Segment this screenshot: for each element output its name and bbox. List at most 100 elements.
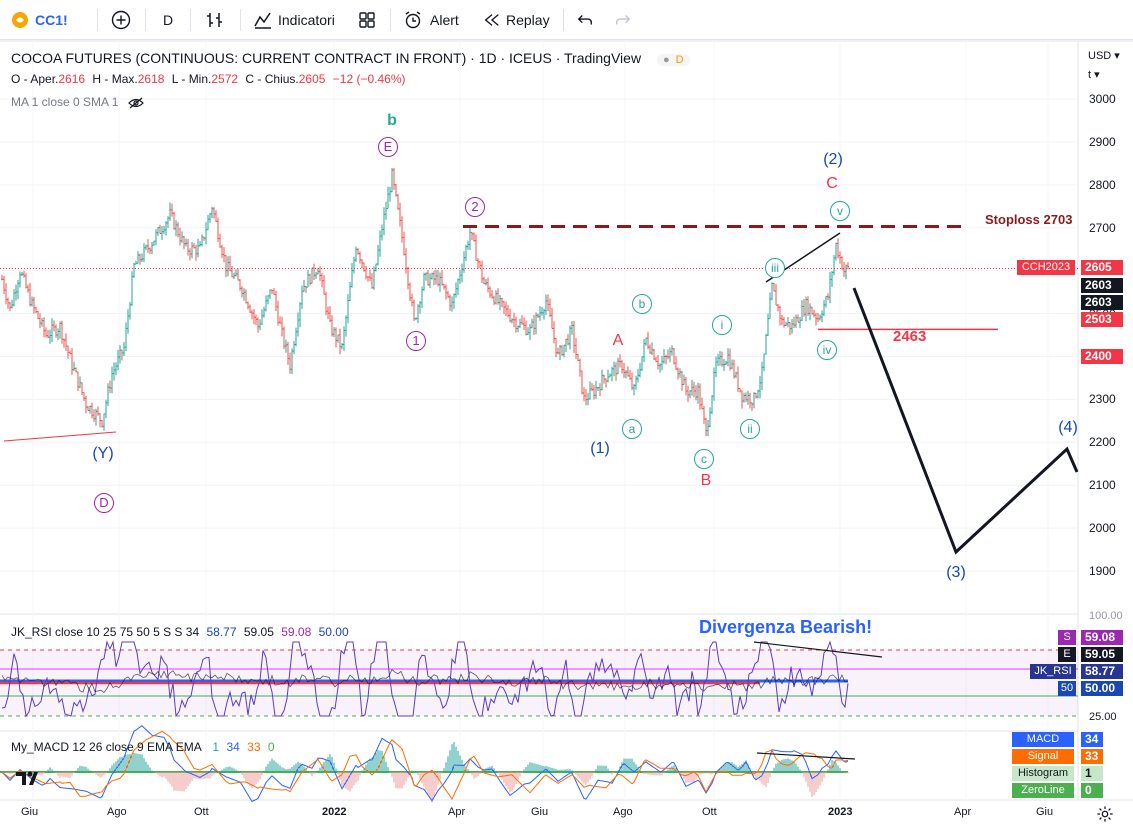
high-label: H - Max. xyxy=(92,72,138,86)
indicator-panes xyxy=(0,640,1078,803)
rsi-tag-key: JK_RSI xyxy=(1030,664,1076,679)
ma-label: MA 1 close 0 SMA 1 xyxy=(11,95,119,109)
price-tick: 2300 xyxy=(1089,392,1116,407)
unit-selector[interactable]: t ▾ xyxy=(1088,69,1100,81)
macd-tag-value: 33 xyxy=(1081,749,1103,764)
rsi-scale-low: 25.00 xyxy=(1089,711,1117,723)
add-icon xyxy=(111,10,131,30)
low-value: 2572 xyxy=(211,72,239,86)
macd-value: 34 xyxy=(226,740,240,754)
indicators-label: Indicatori xyxy=(278,12,335,28)
wave-label: iv xyxy=(817,340,837,360)
price-tick: 2200 xyxy=(1089,435,1116,450)
top-toolbar: CC1! D Indicatori Alert Replay xyxy=(0,0,1133,40)
replay-label: Replay xyxy=(506,12,550,28)
divergence-annotation: Divergenza Bearish! xyxy=(699,617,873,637)
wave-label: C xyxy=(826,175,838,192)
time-tick[interactable]: Ago xyxy=(613,806,633,818)
macd-hist-value: 1 xyxy=(212,740,220,754)
wave-label: (3) xyxy=(946,564,966,581)
projection-path xyxy=(852,287,1079,555)
rsi-tag-value: 59.08 xyxy=(1081,630,1123,645)
macd-tag-value: 34 xyxy=(1081,732,1103,747)
price-tick: 2700 xyxy=(1089,220,1116,235)
time-tick[interactable]: Giu xyxy=(21,806,39,818)
time-tick[interactable]: Giu xyxy=(531,806,549,818)
time-tick[interactable]: Apr xyxy=(448,806,466,818)
wave-label: A xyxy=(612,332,624,349)
bar-chart-icon xyxy=(207,13,222,27)
rsi-label: JK_RSI close 10 25 75 50 5 S S 34 xyxy=(11,625,200,639)
open-label: O - Aper. xyxy=(11,72,59,86)
symbol-tag: CCH2023 xyxy=(1017,260,1075,275)
symbol-search-icon xyxy=(12,12,28,28)
divider xyxy=(563,9,564,31)
wave-label: B xyxy=(700,472,712,489)
stoploss-label: Stoploss 2703 xyxy=(985,212,1073,227)
undo-button[interactable] xyxy=(576,8,594,32)
wave-label: b xyxy=(632,294,652,314)
layouts-button[interactable] xyxy=(357,8,377,32)
close-value: 2605 xyxy=(298,72,326,86)
replay-button[interactable]: Replay xyxy=(483,8,550,32)
wave-label: i xyxy=(712,315,732,335)
compare-button[interactable] xyxy=(111,8,131,32)
wave-label: (1) xyxy=(590,440,610,457)
time-tick[interactable]: 2023 xyxy=(828,806,853,818)
redo-button[interactable] xyxy=(614,8,632,32)
redo-icon xyxy=(616,15,631,25)
time-tick[interactable]: Apr xyxy=(954,806,972,818)
rsi-legend: JK_RSI close 10 25 75 50 5 S S 34 58.77 … xyxy=(11,625,349,639)
wave-label: 2 xyxy=(465,197,485,217)
close-label: C - Chius. xyxy=(245,72,299,86)
divider xyxy=(97,9,98,31)
grid-icon xyxy=(359,12,375,28)
currency-label: USD xyxy=(1088,50,1112,62)
rsi-scale-top: 100.00 xyxy=(1089,610,1123,622)
divider xyxy=(190,9,191,31)
wave-label: ii xyxy=(740,419,760,439)
rsi-value-4: 50.00 xyxy=(318,625,349,639)
wave-label: D xyxy=(94,493,114,513)
rsi-tag-value: 58.77 xyxy=(1081,664,1123,679)
chart-type-button[interactable] xyxy=(205,8,225,32)
price-tick: 3000 xyxy=(1089,92,1116,106)
ma-legend[interactable]: MA 1 close 0 SMA 1 xyxy=(11,95,144,109)
wave-label: b xyxy=(387,112,397,129)
divider xyxy=(145,9,146,31)
ohlc-legend: O - Aper.2616 H - Max.2618 L - Min.2572 … xyxy=(11,72,406,86)
price-tick: 2800 xyxy=(1089,177,1116,192)
change-value: −12 (−0.46%) xyxy=(332,72,406,86)
open-value: 2616 xyxy=(58,72,86,86)
price-tag: 2603 xyxy=(1081,278,1123,293)
delay-badge: D xyxy=(675,54,684,66)
time-tick[interactable]: Ott xyxy=(702,806,717,818)
settings-icon[interactable] xyxy=(1096,805,1114,828)
rsi-tag-value: 59.05 xyxy=(1081,647,1123,662)
macd-tag-key: ZeroLine xyxy=(1012,783,1074,798)
alert-button[interactable]: Alert xyxy=(403,8,459,32)
symbol-button[interactable]: CC1! xyxy=(10,8,68,32)
indicators-button[interactable]: Indicatori xyxy=(253,8,335,32)
rsi-value-3: 59.08 xyxy=(281,625,312,639)
currency-selector[interactable]: USD ▾ xyxy=(1088,50,1120,62)
wave-label: iii xyxy=(765,258,785,278)
unit-label: t xyxy=(1088,69,1092,81)
macd-legend: My_MACD 12 26 close 9 EMA EMA 1 34 33 0 xyxy=(11,740,275,754)
time-tick[interactable]: 2022 xyxy=(322,806,347,818)
undo-icon xyxy=(577,15,592,25)
price-tick: 2900 xyxy=(1089,134,1116,149)
interval-button[interactable]: D xyxy=(163,8,173,32)
divider xyxy=(240,9,241,31)
time-tick[interactable]: Ott xyxy=(194,806,209,818)
rsi-tag-key: 50 xyxy=(1058,681,1076,696)
rsi-tag-key: E xyxy=(1058,647,1076,662)
dot-badge: ● D xyxy=(656,54,690,66)
rsi-line xyxy=(1,640,849,718)
eye-off-icon[interactable] xyxy=(127,97,144,109)
time-tick[interactable]: Ago xyxy=(107,806,127,818)
wave-label: (2) xyxy=(823,151,843,168)
macd-signal-value: 33 xyxy=(247,740,261,754)
time-tick[interactable]: Giu xyxy=(1036,806,1054,818)
